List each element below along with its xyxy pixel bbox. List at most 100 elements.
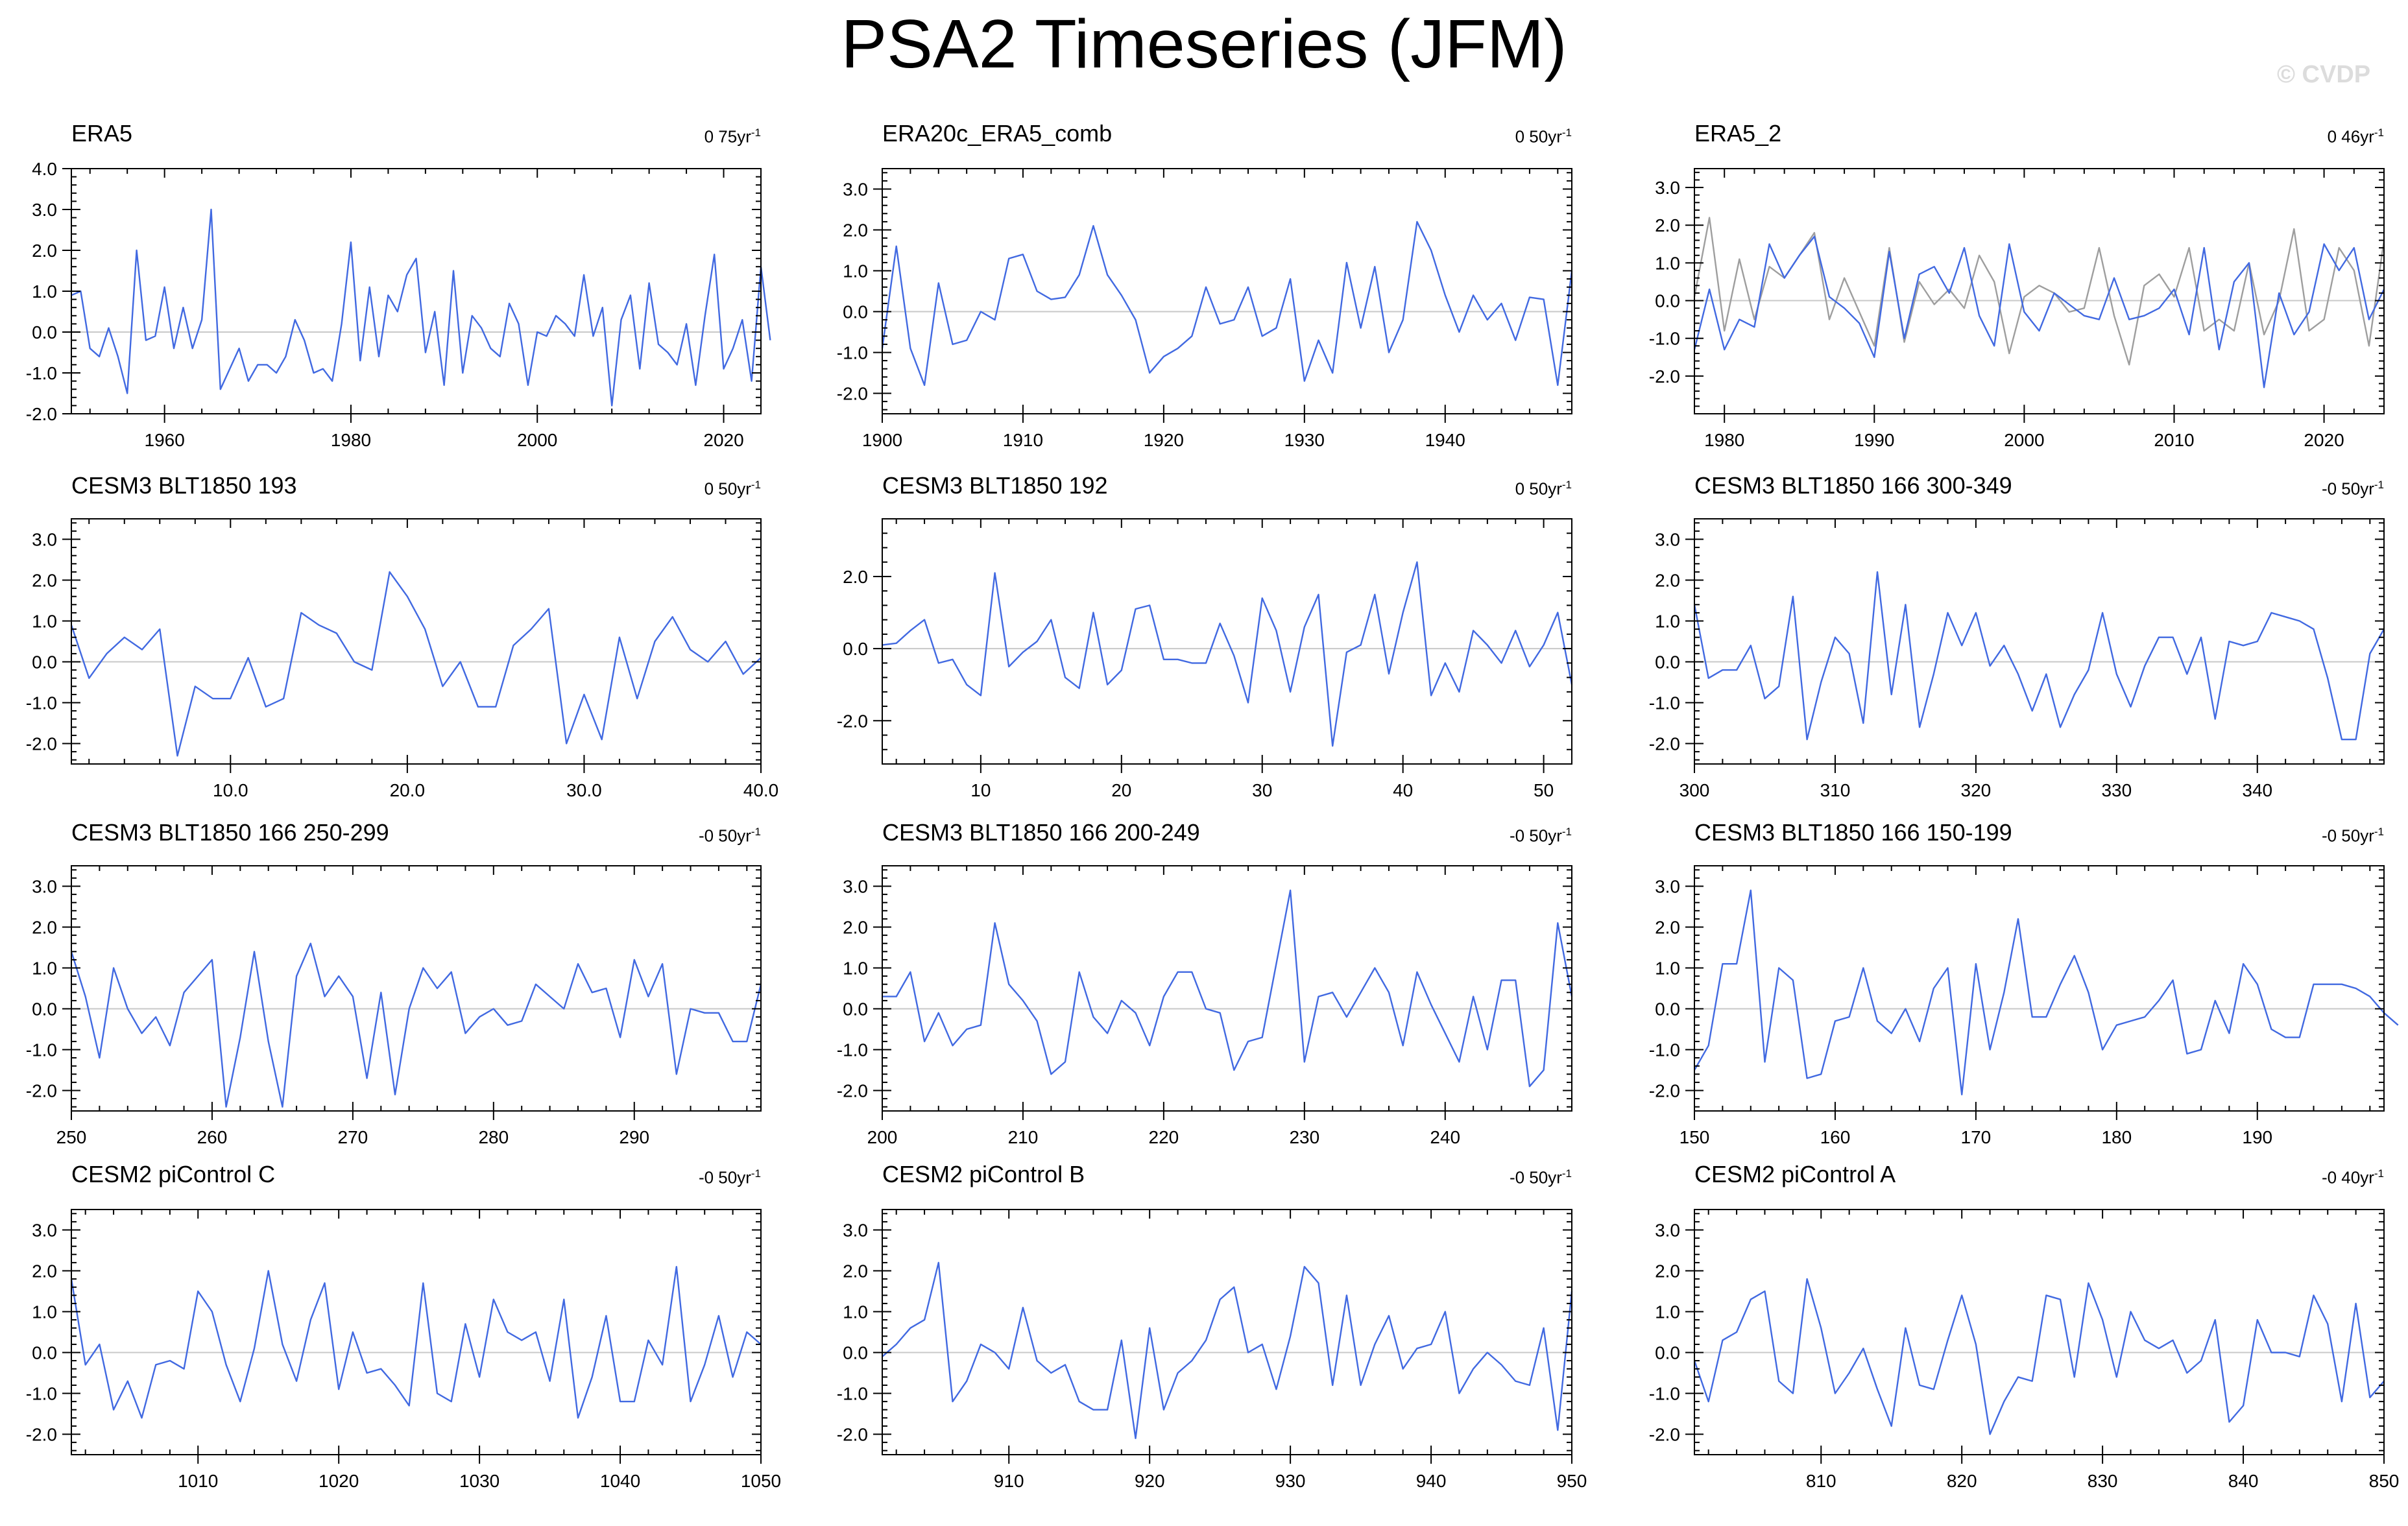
panel-trend-label: -0 50yr-1 bbox=[592, 1167, 761, 1188]
panel-trend-label: 0 46yr-1 bbox=[2215, 126, 2384, 147]
x-tick-label: 1990 bbox=[1854, 430, 1894, 450]
y-tick-label: 2.0 bbox=[32, 1261, 57, 1282]
x-tick-label: 1910 bbox=[1003, 430, 1043, 450]
series-line-0 bbox=[882, 889, 1573, 1088]
x-tick-label: 1030 bbox=[459, 1471, 500, 1491]
x-tick-label: 1980 bbox=[1704, 430, 1744, 450]
x-tick-label: 40 bbox=[1393, 780, 1413, 800]
trend-value: -0 40yr bbox=[2321, 1167, 2374, 1187]
y-tick-label: -2.0 bbox=[26, 1081, 57, 1101]
y-tick-label: -1.0 bbox=[837, 343, 868, 363]
y-tick-label: 2.0 bbox=[32, 241, 57, 261]
x-tick-label: 2000 bbox=[517, 430, 557, 450]
series-line-0 bbox=[882, 1261, 1573, 1440]
series-line-0 bbox=[70, 942, 762, 1108]
x-tick-label: 10.0 bbox=[213, 780, 248, 800]
series-line-0 bbox=[1693, 889, 2399, 1096]
plot-frame bbox=[882, 168, 1572, 414]
y-tick-label: 2.0 bbox=[1655, 918, 1680, 938]
trend-value: -0 50yr bbox=[1509, 1167, 1562, 1187]
series-line-0 bbox=[1693, 1278, 2385, 1435]
x-tick-label: 2000 bbox=[2004, 430, 2044, 450]
x-tick-label: 20.0 bbox=[390, 780, 426, 800]
y-tick-label: 3.0 bbox=[843, 877, 868, 897]
y-tick-label: -1.0 bbox=[1649, 1384, 1680, 1404]
y-tick-label: 1.0 bbox=[843, 959, 868, 979]
y-tick-label: -2.0 bbox=[837, 1081, 868, 1101]
y-tick-label: -2.0 bbox=[837, 384, 868, 404]
panel-trend-label: -0 50yr-1 bbox=[592, 826, 761, 846]
y-tick-label: 1.0 bbox=[843, 1302, 868, 1322]
x-tick-label: 30.0 bbox=[566, 780, 602, 800]
x-tick-label: 340 bbox=[2242, 780, 2272, 800]
y-tick-label: 2.0 bbox=[843, 918, 868, 938]
trend-unit: -1 bbox=[2374, 826, 2384, 838]
panel-title: CESM3 BLT1850 166 150-199 bbox=[1694, 819, 2012, 846]
y-tick-label: 4.0 bbox=[32, 159, 57, 179]
plot-frame bbox=[1694, 168, 2385, 414]
plot-frame bbox=[71, 168, 762, 414]
trend-value: -0 50yr bbox=[2321, 826, 2374, 846]
trend-unit: -1 bbox=[2374, 126, 2384, 139]
x-tick-label: 950 bbox=[1557, 1471, 1587, 1491]
y-tick-label: -2.0 bbox=[26, 734, 57, 754]
y-tick-label: -1.0 bbox=[837, 1384, 868, 1404]
y-tick-label: 1.0 bbox=[1655, 612, 1680, 632]
x-tick-label: 260 bbox=[197, 1127, 228, 1147]
y-tick-label: 3.0 bbox=[1655, 178, 1680, 198]
x-tick-label: 300 bbox=[1680, 780, 1710, 800]
y-tick-label: 2.0 bbox=[1655, 571, 1680, 591]
plot-frame bbox=[71, 865, 762, 1112]
x-tick-label: 290 bbox=[619, 1127, 649, 1147]
y-tick-label: 0.0 bbox=[32, 999, 57, 1019]
series-line-0 bbox=[1693, 217, 2385, 366]
y-tick-label: -1.0 bbox=[1649, 1040, 1680, 1060]
x-tick-label: 150 bbox=[1680, 1127, 1710, 1147]
y-tick-label: 3.0 bbox=[843, 180, 868, 200]
y-tick-label: -1.0 bbox=[26, 363, 57, 383]
y-tick-label: -2.0 bbox=[26, 404, 57, 424]
trend-unit: -1 bbox=[1561, 126, 1572, 139]
panel-trend-label: 0 50yr-1 bbox=[592, 479, 761, 499]
y-tick-label: 2.0 bbox=[1655, 215, 1680, 235]
panel-trend-label: 0 75yr-1 bbox=[592, 126, 761, 147]
x-tick-label: 160 bbox=[1820, 1127, 1851, 1147]
series-line-0 bbox=[1693, 571, 2385, 741]
plot-frame bbox=[882, 518, 1572, 765]
x-tick-label: 1960 bbox=[145, 430, 185, 450]
trend-value: -0 50yr bbox=[698, 826, 751, 846]
x-tick-label: 320 bbox=[1961, 780, 1992, 800]
panel-title: CESM3 BLT1850 166 300-349 bbox=[1694, 472, 2012, 499]
y-tick-label: 1.0 bbox=[32, 959, 57, 979]
x-tick-label: 1050 bbox=[741, 1471, 781, 1491]
plot-frame bbox=[71, 518, 762, 765]
x-tick-label: 2020 bbox=[703, 430, 743, 450]
panel-title: CESM2 piControl A bbox=[1694, 1161, 1896, 1187]
x-tick-label: 820 bbox=[1947, 1471, 1977, 1491]
y-tick-label: -2.0 bbox=[1649, 366, 1680, 387]
panel-title: CESM2 piControl C bbox=[71, 1161, 276, 1187]
trend-value: -0 50yr bbox=[1509, 826, 1562, 846]
x-tick-label: 210 bbox=[1008, 1127, 1039, 1147]
series-line-0 bbox=[70, 571, 762, 757]
y-tick-label: 3.0 bbox=[32, 530, 57, 550]
series-line-0 bbox=[71, 208, 771, 407]
y-tick-label: 0.0 bbox=[1655, 652, 1680, 673]
panel-title: ERA20c_ERA5_comb bbox=[882, 120, 1113, 147]
panel-title: CESM3 BLT1850 193 bbox=[71, 472, 297, 499]
x-tick-label: 40.0 bbox=[743, 780, 779, 800]
page-title: PSA2 Timeseries (JFM) bbox=[841, 6, 1567, 82]
y-tick-label: 2.0 bbox=[843, 567, 868, 587]
x-tick-label: 240 bbox=[1430, 1127, 1460, 1147]
panel-trend-label: -0 40yr-1 bbox=[2215, 1167, 2384, 1188]
y-tick-label: -2.0 bbox=[837, 711, 868, 731]
x-tick-label: 850 bbox=[2369, 1471, 2400, 1491]
x-tick-label: 920 bbox=[1135, 1471, 1165, 1491]
y-tick-label: -2.0 bbox=[1649, 1081, 1680, 1101]
plot-frame bbox=[1694, 518, 2385, 765]
